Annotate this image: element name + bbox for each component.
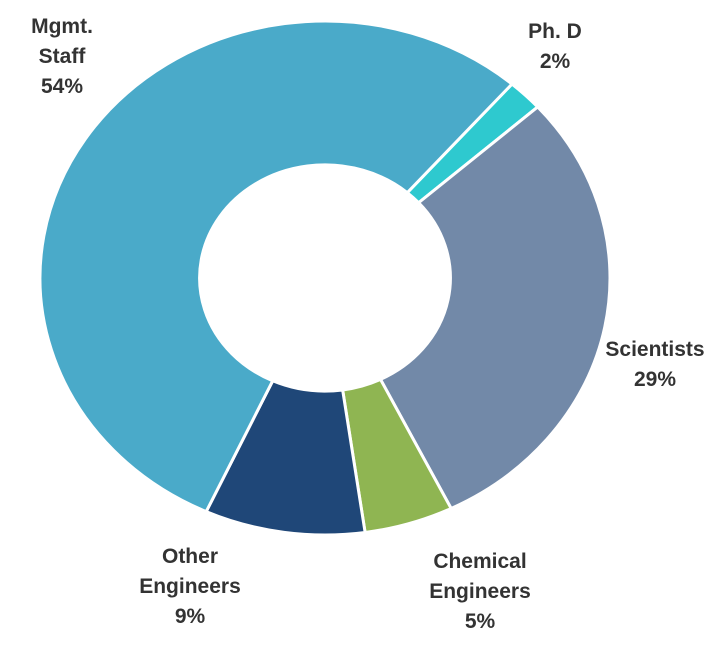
category-label: Other Engineers [139,545,241,598]
category-label: Scientists [605,338,705,361]
value-label: 54% [40,75,84,98]
slice-label: Chemical Engineers 5% [410,547,550,637]
slice [378,104,612,511]
value-label: 9% [174,605,206,628]
slice-label: Scientists 29% [580,335,722,395]
category-label: Mgmt. Staff [31,15,93,68]
slice-label: Mgmt. Staff 54% [22,12,102,102]
slice-label: Ph. D 2% [505,17,605,77]
value-label: 29% [633,368,677,391]
value-label: 2% [539,50,571,73]
category-label: Ph. D [528,20,582,43]
value-label: 5% [464,610,496,633]
slice-label: Other Engineers 9% [125,542,255,632]
slice [38,19,515,514]
category-label: Chemical Engineers [429,550,531,603]
